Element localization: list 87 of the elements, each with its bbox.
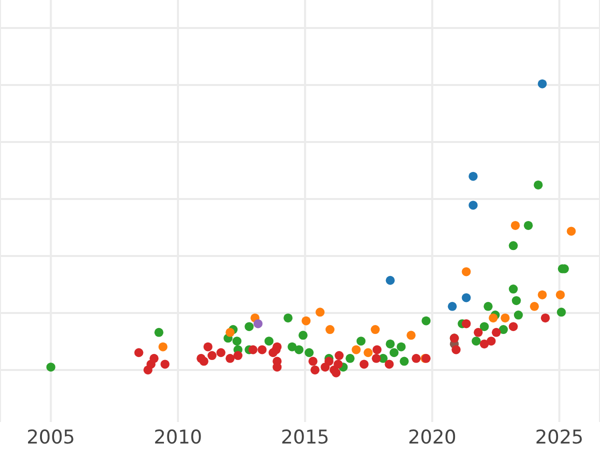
point (232, 336, 242, 346)
point (346, 354, 355, 363)
point (386, 339, 395, 348)
point (396, 342, 406, 352)
point (324, 356, 334, 366)
point (158, 342, 168, 352)
point (486, 336, 496, 346)
point (310, 365, 320, 374)
point (332, 368, 341, 378)
point (150, 354, 159, 363)
point (134, 348, 144, 358)
point (208, 351, 217, 360)
point (510, 220, 520, 230)
point (360, 360, 369, 369)
point (294, 345, 304, 354)
point (534, 180, 543, 190)
point (226, 354, 235, 363)
point (474, 328, 483, 337)
point (372, 345, 382, 354)
point (462, 319, 471, 328)
point (530, 302, 539, 311)
point (508, 322, 518, 332)
point (452, 345, 461, 354)
point (352, 345, 361, 354)
point (386, 276, 395, 285)
point (248, 345, 258, 354)
point (462, 293, 471, 302)
point (370, 325, 380, 334)
point (488, 313, 498, 322)
point (556, 308, 566, 317)
point (540, 313, 550, 322)
point (480, 322, 489, 332)
point (334, 351, 344, 360)
point (316, 308, 325, 317)
point (298, 330, 308, 340)
point (308, 356, 318, 366)
point (412, 354, 421, 363)
point (254, 319, 263, 328)
point (372, 354, 381, 363)
point (566, 226, 576, 236)
x-tick-label: 2010 (154, 426, 202, 448)
point (406, 330, 416, 340)
point (538, 79, 547, 88)
point (508, 241, 518, 250)
point (390, 348, 399, 358)
point (226, 328, 235, 337)
point (288, 342, 297, 352)
point (326, 325, 334, 334)
point (498, 325, 508, 334)
point (203, 342, 212, 352)
point (199, 356, 208, 366)
point (46, 362, 56, 372)
point (400, 356, 409, 366)
point (302, 316, 311, 326)
point (448, 302, 457, 311)
point (160, 360, 170, 369)
point (284, 313, 293, 322)
point (334, 360, 343, 369)
point (304, 348, 314, 358)
point (422, 316, 431, 326)
point (216, 348, 226, 358)
point (384, 360, 394, 369)
point (492, 328, 501, 337)
point (524, 220, 533, 230)
point (462, 267, 471, 276)
point (264, 336, 274, 346)
point (472, 336, 481, 346)
point (512, 296, 521, 306)
point (480, 339, 489, 348)
point (258, 345, 267, 354)
x-tick-label: 2005 (26, 426, 76, 448)
point (356, 336, 366, 346)
point (500, 313, 510, 322)
point (468, 172, 478, 181)
point (244, 322, 254, 332)
point (508, 284, 518, 294)
point (514, 310, 523, 320)
x-tick-label: 2015 (280, 426, 330, 448)
point (538, 290, 547, 300)
point (484, 302, 493, 311)
point (154, 328, 164, 337)
point (468, 200, 478, 210)
point (556, 290, 565, 300)
point (233, 351, 242, 360)
x-tick-label: 2020 (408, 426, 456, 448)
point (364, 348, 373, 358)
x-tick-label: 2025 (535, 426, 584, 448)
